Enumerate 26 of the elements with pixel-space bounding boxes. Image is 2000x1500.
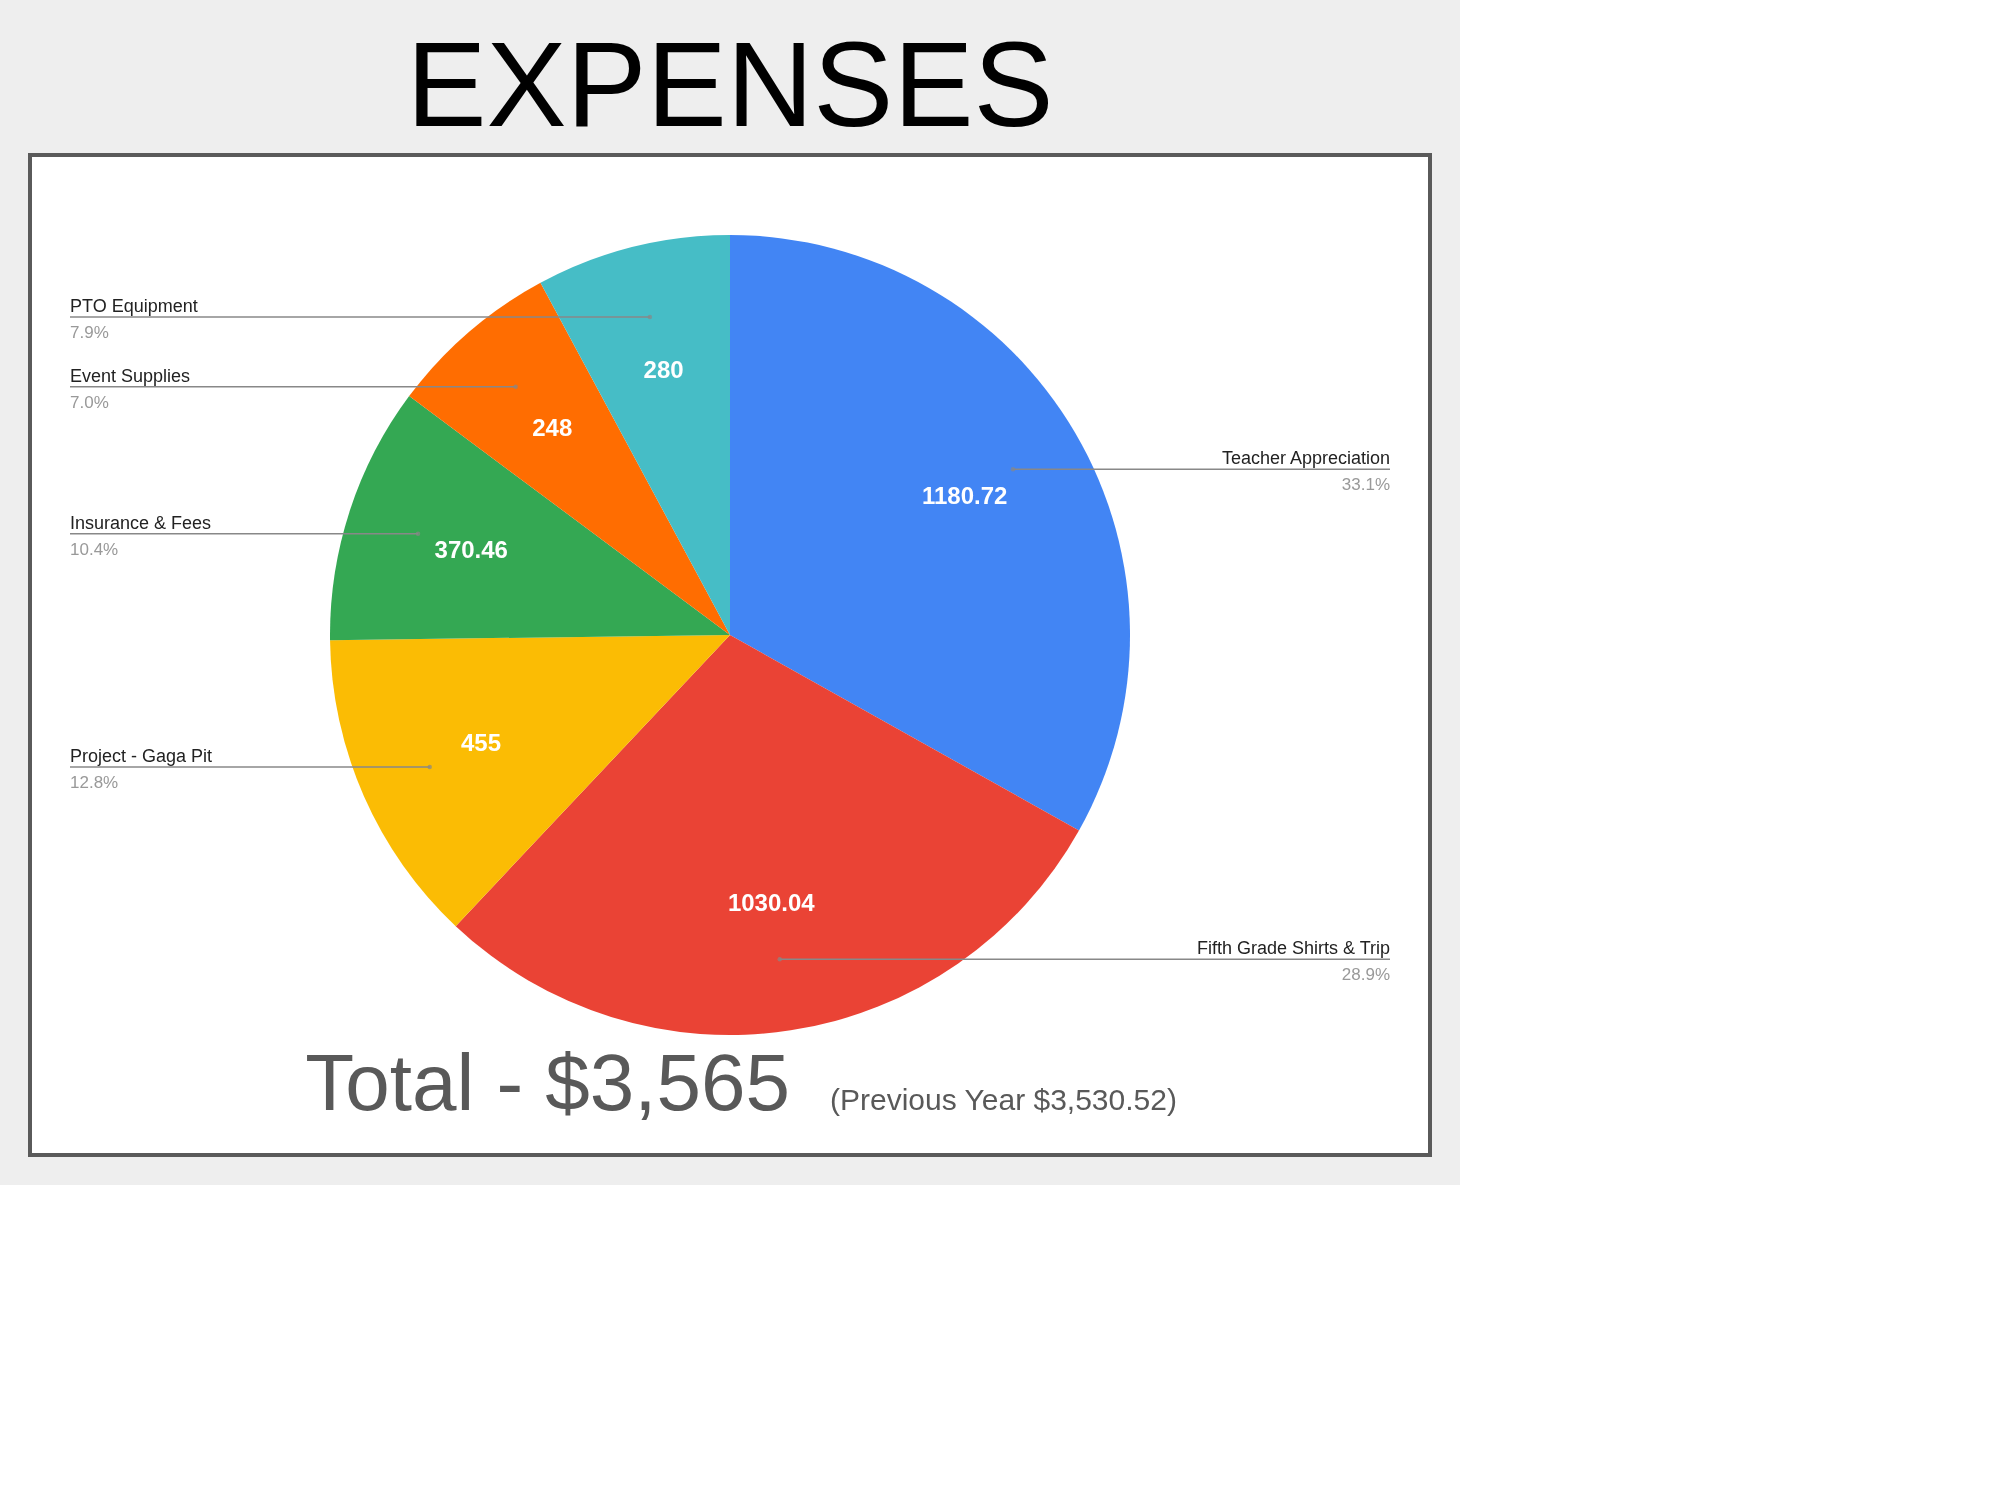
pie-slice	[409, 282, 730, 635]
text: 33.1%	[1341, 475, 1390, 495]
pie-slice	[330, 396, 730, 641]
slice-label: Project - Gaga Pit	[70, 745, 213, 766]
slice-label: Event Supplies	[70, 365, 191, 386]
slice-label: Insurance & Fees	[70, 512, 212, 533]
pie-slice	[455, 635, 1079, 1035]
text: 7.9%	[70, 322, 109, 342]
data-label: 248	[532, 414, 573, 442]
slice-label: Teacher Appreciation	[1221, 448, 1390, 469]
slice-label: PTO Equipment	[70, 295, 198, 316]
data-label: 455	[460, 729, 502, 757]
pie-slice	[330, 635, 730, 927]
data-label: 1180.72	[921, 482, 1008, 510]
data-label: 280	[643, 356, 684, 384]
slice-label: Fifth Grade Shirts & Trip	[1196, 938, 1390, 959]
text: 7.0%	[70, 392, 109, 412]
chart-title: EXPENSES	[406, 17, 1054, 151]
text: (Previous Year $3,530.52)	[830, 1083, 1177, 1116]
text: 12.8%	[70, 772, 119, 792]
data-label: 370.46	[434, 536, 508, 564]
pie-slice	[730, 235, 1130, 831]
data-label: 1030.04	[727, 888, 816, 916]
text: 10.4%	[70, 539, 119, 559]
text: 28.9%	[1341, 965, 1390, 985]
text: Total - $3,565	[305, 1038, 790, 1127]
